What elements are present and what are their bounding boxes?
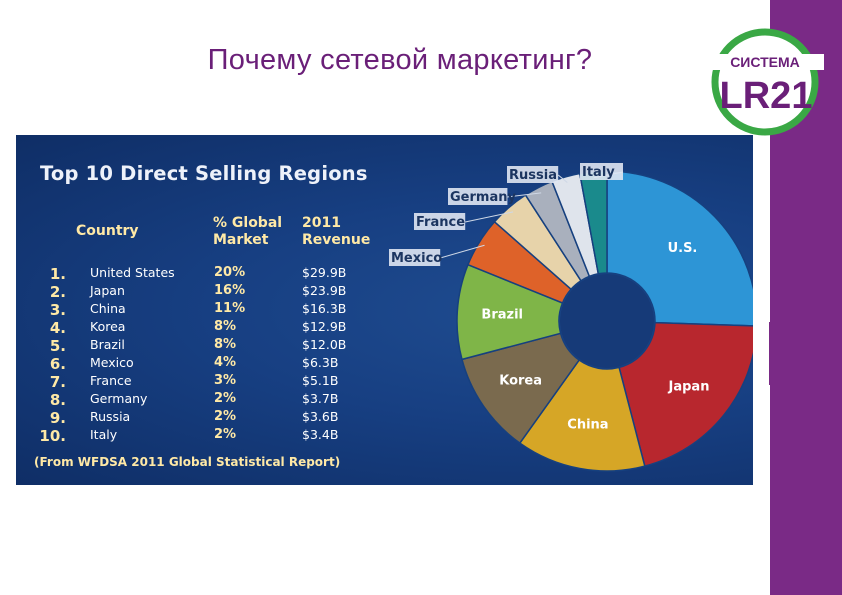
row-revenue: $6.3B [302,355,339,370]
header-share-line1: % Global [213,215,283,231]
logo-band [706,54,824,70]
donut-slice-korea [461,332,581,445]
table-row: 2. Japan 16% $23.9B [16,283,376,301]
donut-slice-u-s [606,170,753,327]
row-rank: 7. [49,373,66,391]
row-revenue: $12.0B [302,337,347,352]
slide-title: Почему сетевой маркетинг? [207,44,593,76]
row-rank: 3. [49,301,66,319]
donut-label-italy: Italy [582,165,615,180]
row-share: 2% [214,427,237,442]
donut-label-russia: Russia [509,168,557,183]
row-country: Germany [90,391,148,406]
row-country: Brazil [90,337,125,352]
row-country: Korea [90,319,126,334]
row-country: Italy [90,427,118,442]
lr21-logo: СИСТЕМА LR21 [706,28,824,136]
table-row: 10. Italy 2% $3.4B [16,427,376,445]
table-row: 5. Brazil 8% $12.0B [16,337,376,355]
donut-label-germany: Germany [450,190,516,205]
row-country: United States [90,265,175,280]
row-revenue: $3.6B [302,409,339,424]
donut-label-box-italy [580,163,623,180]
header-revenue-line2: Revenue [302,232,371,248]
table-row: 7. France 3% $5.1B [16,373,376,391]
table-row: 6. Mexico 4% $6.3B [16,355,376,373]
donut-chart: U.S. Japan China Korea Brazil Mexico France Ger… [389,163,753,472]
table-row: 9. Russia 2% $3.6B [16,409,376,427]
chart-panel: Top 10 Direct Selling Regions Country % … [16,135,753,485]
row-rank: 2. [49,283,66,301]
row-share: 2% [214,409,237,424]
donut-label-box-russia [507,166,559,183]
donut-leader-mexico [440,244,485,259]
donut-slice-japan [618,321,753,468]
donut-slice-china [518,359,646,472]
row-share: 11% [214,301,246,316]
row-revenue: $12.9B [302,319,347,334]
row-country: Mexico [90,355,134,370]
source-note: (From WFDSA 2011 Global Statistical Repo… [34,455,341,469]
row-revenue: $23.9B [302,283,347,298]
row-country: France [90,373,132,388]
donut-label-u-s: U.S. [668,241,698,256]
header-share-line2: Market [213,232,269,248]
row-rank: 4. [49,319,66,337]
donut-leader-russia [557,174,568,183]
row-share: 2% [214,391,237,406]
header-revenue: 2011 Revenue [302,215,382,249]
row-share: 8% [214,319,237,334]
panel-title: Top 10 Direct Selling Regions [40,162,368,185]
header-country: Country [76,223,139,239]
donut-label-box-germany [448,188,508,205]
row-country: Japan [90,283,125,298]
row-revenue: $3.4B [302,427,339,442]
row-rank: 10. [39,427,66,445]
header-revenue-line1: 2011 [302,215,341,231]
donut-label-france: France [416,215,465,230]
row-revenue: $3.7B [302,391,339,406]
row-rank: 8. [49,391,66,409]
row-share: 8% [214,337,237,352]
row-share: 20% [214,265,246,280]
donut-label-korea: Korea [499,374,542,389]
row-revenue: $16.3B [302,301,347,316]
donut-label-japan: Japan [668,380,710,395]
donut-leader-germany [507,192,542,198]
donut-leader-france [465,211,514,223]
logo-main-text: LR21 [720,75,813,117]
row-share: 3% [214,373,237,388]
donut-hole [560,274,654,368]
logo-top-text: СИСТЕМА [730,54,800,70]
row-rank: 9. [49,409,66,427]
table-row: 4. Korea 8% $12.9B [16,319,376,337]
donut-label-box-mexico [389,249,441,266]
row-revenue: $29.9B [302,265,347,280]
table-row: 1. United States 20% $29.9B [16,265,376,283]
right-accent-notch [769,322,772,385]
row-rank: 5. [49,337,66,355]
row-share: 4% [214,355,237,370]
header-share: % Global Market [213,215,293,249]
donut-label-mexico: Mexico [391,251,442,266]
row-rank: 1. [49,265,66,283]
table-row: 8. Germany 2% $3.7B [16,391,376,409]
donut-label-box-france [414,213,466,230]
table-row: 3. China 11% $16.3B [16,301,376,319]
row-country: China [90,301,126,316]
donut-label-brazil: Brazil [481,307,523,322]
row-revenue: $5.1B [302,373,339,388]
row-share: 16% [214,283,246,298]
donut-label-china: China [567,417,608,432]
row-country: Russia [90,409,131,424]
row-rank: 6. [49,355,66,373]
